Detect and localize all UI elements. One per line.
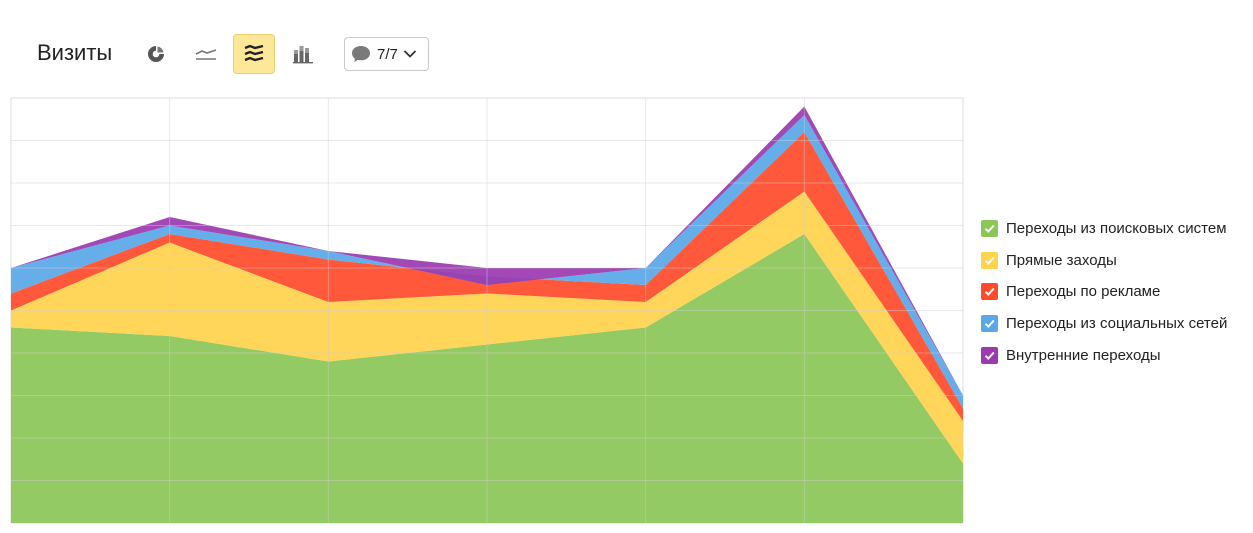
legend-label: Внутренние переходы <box>1006 346 1161 364</box>
stacked-area-chart-icon <box>244 44 264 62</box>
area-series-1 <box>11 234 963 523</box>
checkbox-checked-icon[interactable] <box>981 220 998 238</box>
checkbox-checked-icon[interactable] <box>981 315 998 333</box>
chart-title: Визиты <box>37 40 113 65</box>
chart-legend: Переходы из поисковых систем Прямые заход… <box>981 213 1253 371</box>
notes-count: 7/7 <box>377 45 398 63</box>
legend-item[interactable]: Переходы из социальных сетей <box>981 308 1253 340</box>
legend-label: Прямые заходы <box>1006 251 1117 269</box>
bar-chart-icon <box>293 46 313 64</box>
legend-item[interactable]: Внутренние переходы <box>981 339 1253 371</box>
bar-chart-button[interactable] <box>282 34 324 74</box>
legend-item[interactable]: Прямые заходы <box>981 245 1253 277</box>
legend-item[interactable]: Переходы из поисковых систем <box>981 213 1253 245</box>
pie-chart-button[interactable] <box>135 34 177 74</box>
legend-label: Переходы по рекламе <box>1006 283 1161 301</box>
checkbox-checked-icon[interactable] <box>981 251 998 269</box>
checkbox-checked-icon[interactable] <box>981 283 998 301</box>
line-chart-button[interactable] <box>185 34 227 74</box>
legend-label: Переходы из социальных сетей <box>1006 315 1228 333</box>
line-chart-icon <box>195 49 217 60</box>
legend-item[interactable]: Переходы по рекламе <box>981 276 1253 308</box>
stacked-area-chart-button[interactable] <box>233 34 275 74</box>
chart-toolbar: Визиты <box>0 0 1253 96</box>
pie-chart-icon <box>148 45 165 62</box>
speech-bubble-icon <box>352 46 370 62</box>
chevron-down-icon <box>403 50 416 58</box>
area-series-2 <box>11 191 963 464</box>
checkbox-checked-icon[interactable] <box>981 346 998 364</box>
notes-dropdown-button[interactable]: 7/7 <box>344 37 429 71</box>
legend-label: Переходы из поисковых систем <box>1006 220 1227 238</box>
